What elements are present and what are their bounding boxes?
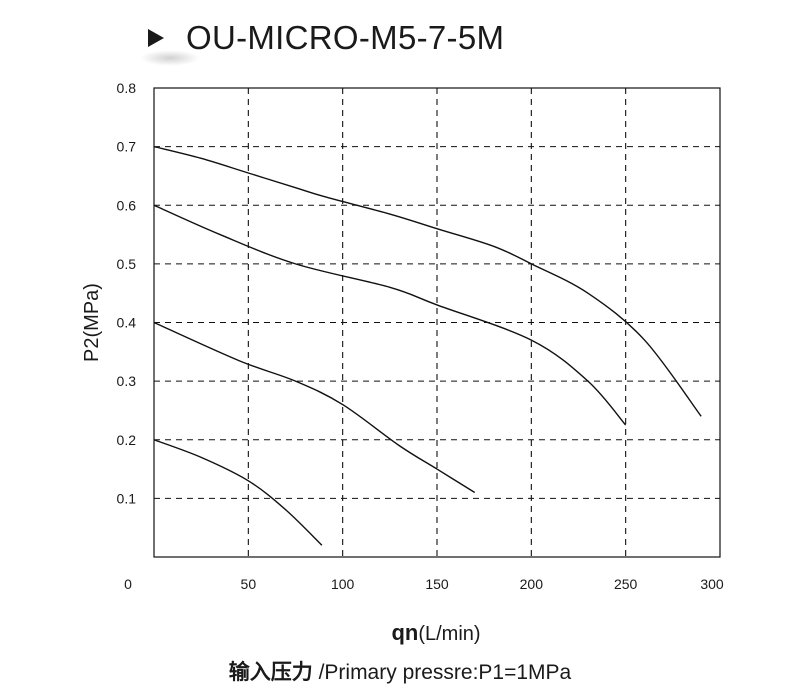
chart-area: 0 50 100 150 200 250 300 0.1 0.2 0.3 0.4 0.5 0.6 0.7 0…	[81, 80, 724, 645]
chart-title: OU-MICRO-M5-7-5M	[148, 14, 504, 62]
x-axis-label-unit: (L/min)	[418, 623, 480, 645]
footer-label-cn: 输入压力	[228, 660, 313, 684]
y-tick-label: 0.1	[117, 490, 137, 506]
series-group	[153, 145, 702, 546]
series-line-1	[153, 145, 702, 417]
footer-label-en: /Primary pressre:P1=1MPa	[312, 661, 572, 684]
x-axis-label-main: qn	[391, 620, 418, 645]
y-tick-label: 0.7	[117, 139, 137, 155]
x-tick-label: 150	[425, 576, 449, 592]
tick-labels: 0 50 100 150 200 250 300 0.1 0.2 0.3 0.4 0.5 0.6 0.7 0…	[117, 80, 724, 592]
x-axis-label: qn(L/min)	[391, 620, 480, 645]
y-tick-label: 0.3	[117, 373, 137, 389]
play-arrow-icon	[148, 29, 164, 47]
x-tick-label: 300	[700, 576, 724, 592]
y-tick-label: 0.5	[117, 256, 137, 272]
series-line-4	[153, 439, 323, 546]
chart-title-text: OU-MICRO-M5-7-5M	[186, 19, 505, 56]
grid	[154, 88, 720, 557]
footer-note: 输入压力 /Primary pressre:P1=1MPa	[0, 656, 800, 686]
x-tick-label: 100	[331, 576, 355, 592]
series-line-3	[153, 321, 476, 494]
y-tick-label: 0.4	[117, 315, 137, 331]
x-tick-label: 0	[124, 576, 132, 592]
title-shadow	[140, 50, 200, 66]
y-tick-label: 0.2	[117, 432, 137, 448]
series-line-2	[153, 204, 627, 426]
y-tick-label: 0.6	[117, 197, 137, 213]
x-tick-label: 250	[614, 576, 638, 592]
x-tick-label: 200	[520, 576, 544, 592]
y-tick-label: 0.8	[117, 80, 137, 96]
y-axis-label: P2(MPa)	[81, 283, 103, 362]
x-tick-label: 50	[241, 576, 257, 592]
